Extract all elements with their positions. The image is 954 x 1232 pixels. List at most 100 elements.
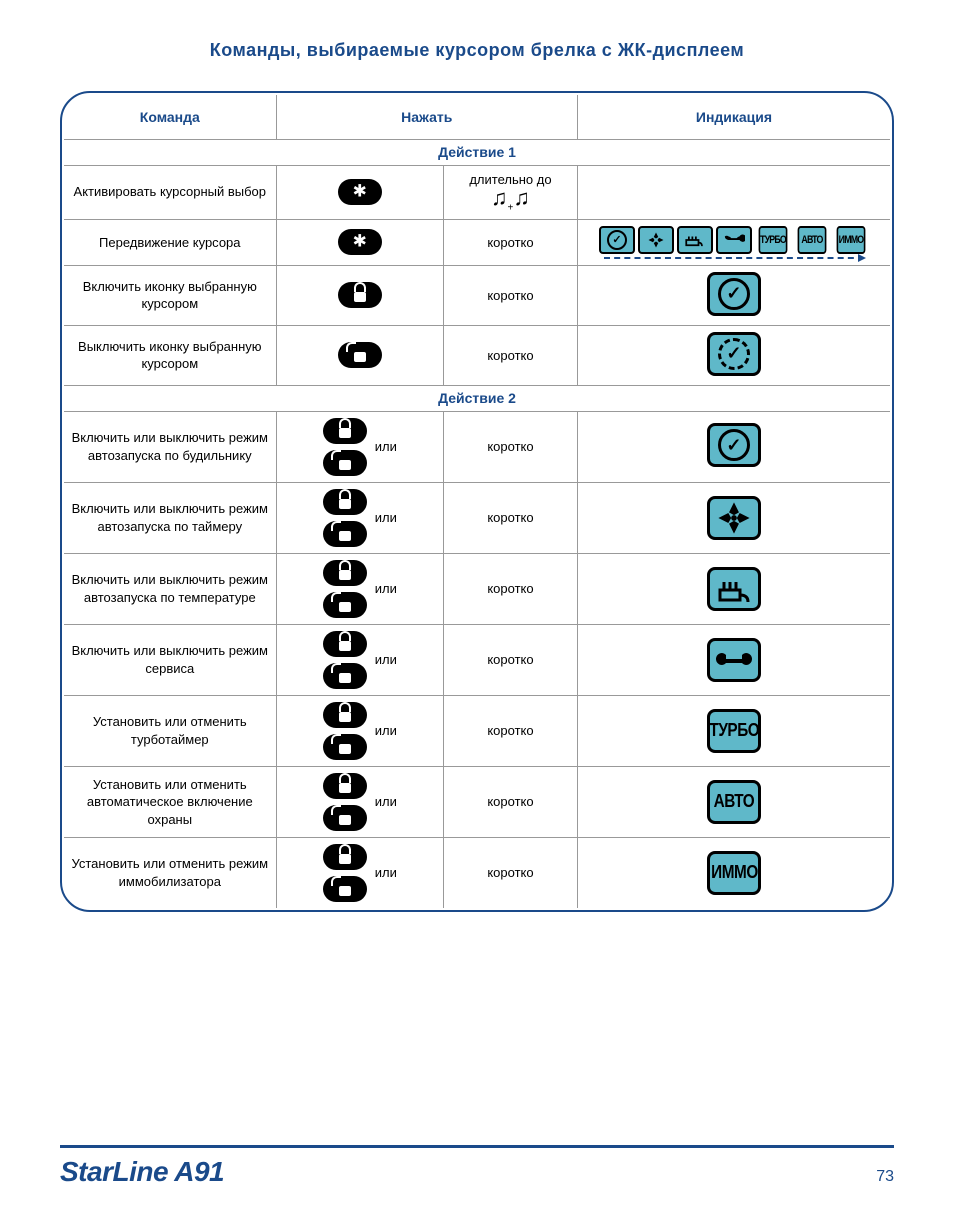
row-5-button: или <box>276 411 443 482</box>
wrench-icon <box>707 638 761 682</box>
or-label: или <box>375 439 397 454</box>
or-label: или <box>375 581 397 596</box>
unlock-button-icon <box>323 450 367 476</box>
page-footer: StarLine A91 73 <box>60 1145 894 1188</box>
star-button-icon <box>338 229 382 255</box>
row-4-button <box>276 325 443 385</box>
auto-icon: АВТО <box>707 780 761 824</box>
lock-button-icon <box>323 702 367 728</box>
row-7-cmd: Включить или выключить режим автозапуска… <box>64 553 276 624</box>
lock-button-icon <box>323 560 367 586</box>
brand-label: StarLine A91 <box>60 1156 224 1188</box>
mini-immo-icon: ИММО <box>837 226 866 254</box>
row-6-indication <box>577 482 890 553</box>
row-6-duration: коротко <box>444 482 578 553</box>
row-5-cmd: Включить или выключить режим автозапуска… <box>64 411 276 482</box>
clock-check-dotted-icon <box>707 332 761 376</box>
row-4-cmd: Выключить иконку выбранную курсором <box>64 325 276 385</box>
unlock-button-icon <box>323 521 367 547</box>
row-2-button <box>276 219 443 265</box>
row-6-cmd: Включить или выключить режим автозапуска… <box>64 482 276 553</box>
row-9-button: или <box>276 695 443 766</box>
row-1: Активировать курсорный выбор длительно д… <box>64 165 890 219</box>
row-9-duration: коротко <box>444 695 578 766</box>
row-3-button <box>276 265 443 325</box>
row-3-indication <box>577 265 890 325</box>
or-label: или <box>375 723 397 738</box>
row-2: Передвижение курсора коротко ТУРБО АВТО … <box>64 219 890 265</box>
lock-button-icon <box>323 489 367 515</box>
clock-check-icon <box>707 272 761 316</box>
row-4-duration: коротко <box>444 325 578 385</box>
row-11-duration: коротко <box>444 837 578 908</box>
row-3-cmd: Включить иконку выбранную курсором <box>64 265 276 325</box>
command-table-frame: Команда Нажать Индикация Действие 1 Акти… <box>60 91 894 912</box>
row-1-duration: длительно до ♫+♫ <box>444 165 578 219</box>
cursor-arrow-icon <box>604 257 864 259</box>
star-button-icon <box>338 179 382 205</box>
mini-fan-icon <box>638 226 674 254</box>
melody-icon: ♫+♫ <box>448 187 573 213</box>
row-8-duration: коротко <box>444 624 578 695</box>
or-label: или <box>375 865 397 880</box>
clock-check-icon <box>707 423 761 467</box>
command-table: Команда Нажать Индикация Действие 1 Акти… <box>64 95 890 908</box>
header-press: Нажать <box>276 95 577 139</box>
row-1-cmd: Активировать курсорный выбор <box>64 165 276 219</box>
row-8-cmd: Включить или выключить режим сервиса <box>64 624 276 695</box>
row-6: Включить или выключить режим автозапуска… <box>64 482 890 553</box>
row-1-button <box>276 165 443 219</box>
temperature-icon <box>707 567 761 611</box>
lock-button-icon <box>323 844 367 870</box>
row-2-duration: коротко <box>444 219 578 265</box>
lock-button-icon <box>323 631 367 657</box>
row-8-indication <box>577 624 890 695</box>
row-11-indication: ИММО <box>577 837 890 908</box>
or-label: или <box>375 794 397 809</box>
row-10-duration: коротко <box>444 766 578 837</box>
unlock-button-icon <box>323 734 367 760</box>
mini-clock-icon <box>599 226 635 254</box>
row-10-indication: АВТО <box>577 766 890 837</box>
row-10-button: или <box>276 766 443 837</box>
page-title: Команды, выбираемые курсором брелка с ЖК… <box>60 40 894 61</box>
or-label: или <box>375 510 397 525</box>
row-8: Включить или выключить режим сервиса или… <box>64 624 890 695</box>
row-1-indication <box>577 165 890 219</box>
row-10: Установить или отменить автоматическое в… <box>64 766 890 837</box>
lock-button-icon <box>338 282 382 308</box>
row-7-indication <box>577 553 890 624</box>
row-8-button: или <box>276 624 443 695</box>
row-11: Установить или отменить режим иммобилиза… <box>64 837 890 908</box>
row-2-indication: ТУРБО АВТО ИММО <box>577 219 890 265</box>
unlock-button-icon <box>323 663 367 689</box>
section-2-label: Действие 2 <box>64 385 890 411</box>
section-2: Действие 2 <box>64 385 890 411</box>
row-5-duration: коротко <box>444 411 578 482</box>
unlock-button-icon <box>323 805 367 831</box>
header-command: Команда <box>64 95 276 139</box>
row-5: Включить или выключить режим автозапуска… <box>64 411 890 482</box>
immo-icon: ИММО <box>707 851 761 895</box>
row-4: Выключить иконку выбранную курсором коро… <box>64 325 890 385</box>
row-9-indication: ТУРБО <box>577 695 890 766</box>
row-6-button: или <box>276 482 443 553</box>
unlock-button-icon <box>323 876 367 902</box>
row-9: Установить или отменить турботаймер или … <box>64 695 890 766</box>
fan-icon <box>707 496 761 540</box>
unlock-button-icon <box>323 592 367 618</box>
row-7-duration: коротко <box>444 553 578 624</box>
mini-auto-icon: АВТО <box>798 226 827 254</box>
mini-temp-icon <box>677 226 713 254</box>
row-2-cmd: Передвижение курсора <box>64 219 276 265</box>
or-label: или <box>375 652 397 667</box>
row-10-cmd: Установить или отменить автоматическое в… <box>64 766 276 837</box>
header-indication: Индикация <box>577 95 890 139</box>
header-row: Команда Нажать Индикация <box>64 95 890 139</box>
page-number: 73 <box>876 1168 894 1186</box>
row-9-cmd: Установить или отменить турботаймер <box>64 695 276 766</box>
turbo-icon: ТУРБО <box>707 709 761 753</box>
row-7-button: или <box>276 553 443 624</box>
lock-button-icon <box>323 418 367 444</box>
unlock-button-icon <box>338 342 382 368</box>
